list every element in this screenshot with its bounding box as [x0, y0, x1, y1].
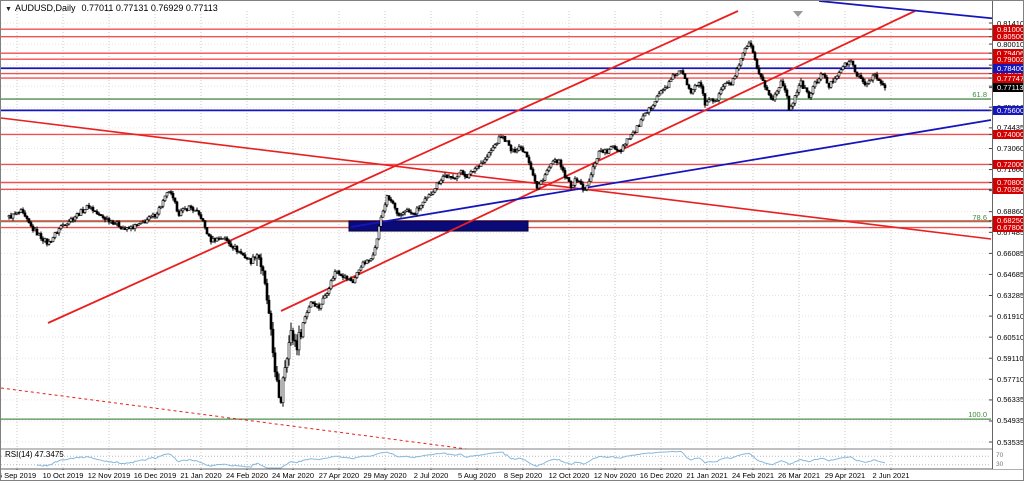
- date-tick-label: 2 Jul 2020: [413, 471, 449, 480]
- price-tick-label: 0.57710: [997, 374, 1024, 384]
- rsi-line: [36, 450, 886, 469]
- date-tick-label: 6 Sep 2019: [0, 471, 37, 480]
- chart-shift-marker-icon[interactable]: [793, 11, 803, 17]
- date-tick-label: 8 Sep 2020: [503, 471, 543, 480]
- collapse-icon[interactable]: ▼: [5, 6, 12, 13]
- price-tick-label: 0.64685: [997, 269, 1024, 279]
- price-tick-label: 0.71660: [997, 165, 1024, 175]
- rsi-name: RSI(14): [5, 450, 33, 459]
- fib-level-label: 78.6: [972, 212, 987, 222]
- date-tick-label: 24 Mar 2020: [271, 471, 315, 480]
- trendline-ascending-support-upper[interactable]: [47, 10, 739, 324]
- price-tick-label: 0.61910: [997, 311, 1024, 321]
- fib-level-label: 100.0: [968, 410, 987, 420]
- price-badge-red: 0.78050: [993, 69, 1023, 79]
- rsi-indicator-label: RSI(14) 47.3475: [5, 450, 64, 459]
- price-tick-label: 0.56335: [997, 395, 1024, 405]
- price-tick-label: 0.73060: [997, 144, 1024, 154]
- price-badge-red: 0.80500: [993, 32, 1023, 42]
- date-tick-label: 12 Oct 2020: [548, 471, 590, 480]
- price-badge-red: 0.68250: [993, 216, 1023, 226]
- trendline-descending-resistance[interactable]: [1, 117, 992, 240]
- supply-zone-rectangle[interactable]: [348, 220, 529, 232]
- price-tick-label: 0.74435: [997, 123, 1024, 133]
- rsi-level-label: 30: [996, 460, 1004, 468]
- price-badge-red: 0.74000: [993, 129, 1023, 139]
- date-tick-label: 12 Nov 2020: [593, 471, 637, 480]
- trendline-descending-blue-top[interactable]: [818, 1, 1000, 20]
- price-badge-blue: 0.75600: [993, 105, 1023, 115]
- date-tick-label: 16 Dec 2020: [639, 471, 683, 480]
- price-badge-red: 0.79002: [993, 54, 1023, 64]
- price-badge-red: 0.72000: [993, 159, 1023, 169]
- date-tick-label: 16 Dec 2019: [133, 471, 177, 480]
- price-tick-label: 0.66085: [997, 248, 1024, 258]
- price-tick-label: 0.63285: [997, 290, 1024, 300]
- fib-level-label: 61.8: [972, 90, 987, 100]
- date-tick-label: 10 Oct 2019: [42, 471, 84, 480]
- date-tick-label: 12 Nov 2019: [87, 471, 131, 480]
- price-badge-blue: 0.78400: [993, 63, 1023, 73]
- candlestick-series[interactable]: [7, 40, 887, 407]
- date-tick-label: 27 Apr 2020: [318, 471, 360, 480]
- price-axis[interactable]: 0.814100.800100.786100.772100.758100.744…: [992, 1, 1024, 469]
- price-tick-label: 0.54935: [997, 416, 1024, 426]
- date-tick-label: 5 Aug 2020: [458, 471, 496, 480]
- price-tick-label: 0.81410: [997, 18, 1024, 28]
- date-tick-label: 29 Apr 2021: [824, 471, 866, 480]
- date-tick-label: 21 Jan 2020: [180, 471, 222, 480]
- price-badge-red: 0.70350: [993, 184, 1023, 194]
- price-tick-label: 0.67485: [997, 227, 1024, 237]
- price-badge-red: 0.67800: [993, 223, 1023, 233]
- rsi-level-label: 70: [996, 452, 1004, 460]
- price-badge-red: 0.81000: [993, 24, 1023, 34]
- symbol-timeframe-label: AUDUSD,Daily: [14, 3, 76, 13]
- price-badge-red: 0.79406: [993, 48, 1023, 58]
- price-tick-label: 0.60510: [997, 332, 1024, 342]
- trendline-descending-dashed[interactable]: [1, 387, 468, 450]
- date-tick-label: 2 Jun 2021: [872, 471, 910, 480]
- price-tick-label: 0.53535: [997, 437, 1024, 447]
- date-tick-label: 26 Mar 2021: [777, 471, 821, 480]
- price-tick-label: 0.59110: [997, 353, 1024, 363]
- time-axis[interactable]: 6 Sep 2019 10 Oct 2019 12 Nov 2019 16 Dec 2…: [0, 470, 1023, 480]
- price-tick-label: 0.68860: [997, 207, 1024, 217]
- rsi-value: 47.3475: [34, 450, 64, 459]
- chart-title-bar: ▼ AUDUSD,Daily 0.77011 0.77131 0.76929 0.7…: [5, 3, 218, 13]
- price-badge-red: 0.77747: [993, 73, 1023, 83]
- date-tick-label: 24 Feb 2021: [731, 471, 775, 480]
- current-price-badge: 0.77113: [993, 83, 1023, 93]
- date-tick-label: 24 Feb 2020: [225, 471, 269, 480]
- trendline-ascending-blue[interactable]: [350, 119, 992, 228]
- date-tick-label: 21 Jan 2021: [686, 471, 728, 480]
- ohlc-readout: 0.77011 0.77131 0.76929 0.77113: [81, 3, 218, 13]
- date-tick-label: 29 May 2020: [363, 471, 407, 480]
- price-tick-label: 0.80010: [997, 39, 1024, 49]
- price-badge-red: 0.70800: [993, 178, 1023, 187]
